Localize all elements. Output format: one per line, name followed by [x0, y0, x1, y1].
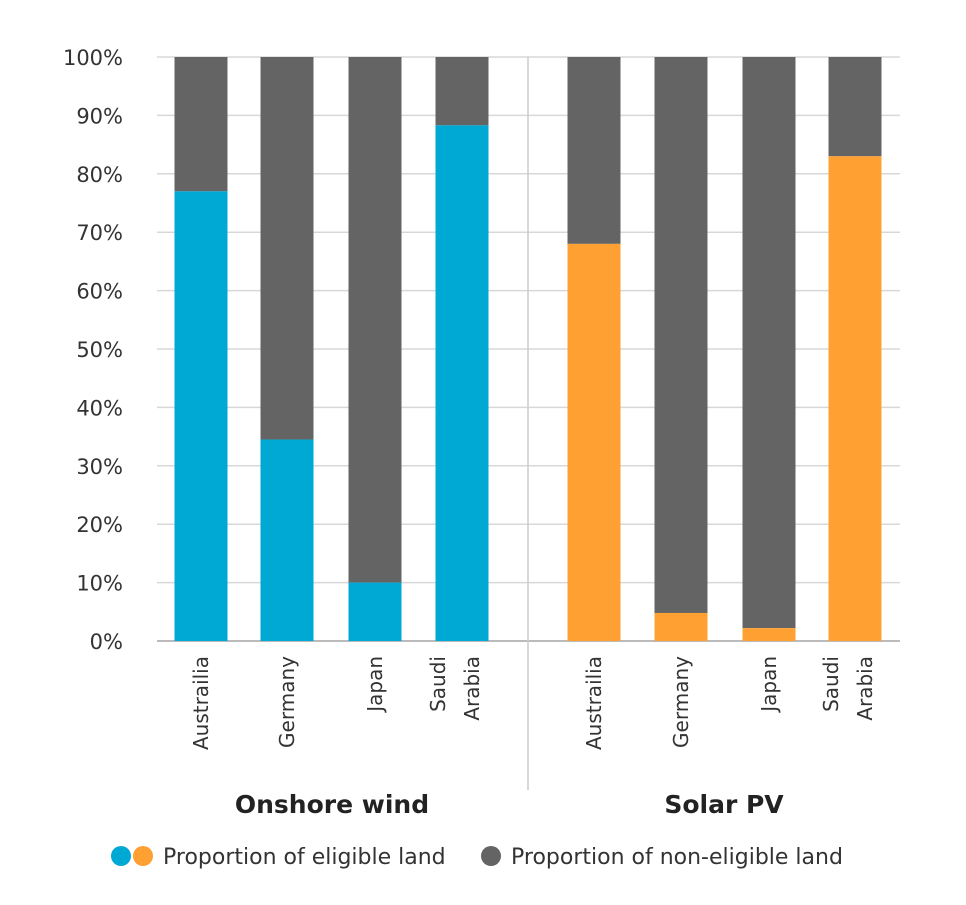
y-tick-label: 0% [90, 630, 123, 654]
bar-eligible [348, 582, 402, 641]
category-label: Austrailia [582, 656, 606, 750]
y-tick-label: 10% [76, 572, 123, 596]
y-tick-label: 100% [63, 46, 123, 70]
category-label: Austrailia [189, 656, 213, 750]
y-tick-label: 20% [76, 513, 123, 537]
bar-eligible [260, 439, 314, 641]
legend-label-non-eligible: Proportion of non-eligible land [511, 845, 843, 870]
category-label: Arabia [853, 656, 877, 721]
category-label: Japan [757, 656, 781, 714]
legend-swatch-wind [111, 846, 131, 866]
bar-eligible [567, 243, 621, 641]
legend: Proportion of eligible land Proportion o… [111, 845, 843, 870]
bar-non-eligible [348, 57, 402, 583]
y-axis-ticks: 0% 10% 20% 30% 40% 50% 60% 70% 80% 90% 100% [63, 46, 123, 654]
category-label: Saudi [426, 656, 450, 712]
y-tick-label: 50% [76, 338, 123, 362]
bar-non-eligible [654, 57, 708, 613]
group-label-onshore-wind: Onshore wind [235, 790, 429, 819]
bar-eligible [742, 628, 796, 641]
category-label: Germany [275, 656, 299, 748]
bar-non-eligible [828, 57, 882, 157]
bar-non-eligible [174, 57, 228, 192]
y-tick-label: 70% [76, 221, 123, 245]
bar-eligible [654, 612, 708, 641]
bar-eligible [435, 125, 489, 641]
legend-swatch-solar [133, 846, 153, 866]
bars [174, 57, 882, 641]
legend-swatch-non-eligible [481, 846, 501, 866]
category-label: Japan [363, 656, 387, 714]
category-label: Germany [669, 656, 693, 748]
y-tick-label: 60% [76, 280, 123, 304]
group-label-solar-pv: Solar PV [664, 790, 784, 819]
bar-eligible [828, 156, 882, 641]
bar-non-eligible [742, 57, 796, 629]
category-label: Arabia [460, 656, 484, 721]
y-tick-label: 40% [76, 396, 123, 420]
y-tick-label: 90% [76, 104, 123, 128]
bar-eligible [174, 191, 228, 641]
bar-non-eligible [260, 57, 314, 440]
legend-label-eligible: Proportion of eligible land [163, 845, 446, 870]
bar-non-eligible [567, 57, 621, 244]
y-tick-label: 30% [76, 455, 123, 479]
category-labels: Austrailia Germany Japan Saudi Arabia Austrai… [189, 656, 877, 750]
y-tick-label: 80% [76, 163, 123, 187]
bar-non-eligible [435, 57, 489, 126]
category-label: Saudi [819, 656, 843, 712]
